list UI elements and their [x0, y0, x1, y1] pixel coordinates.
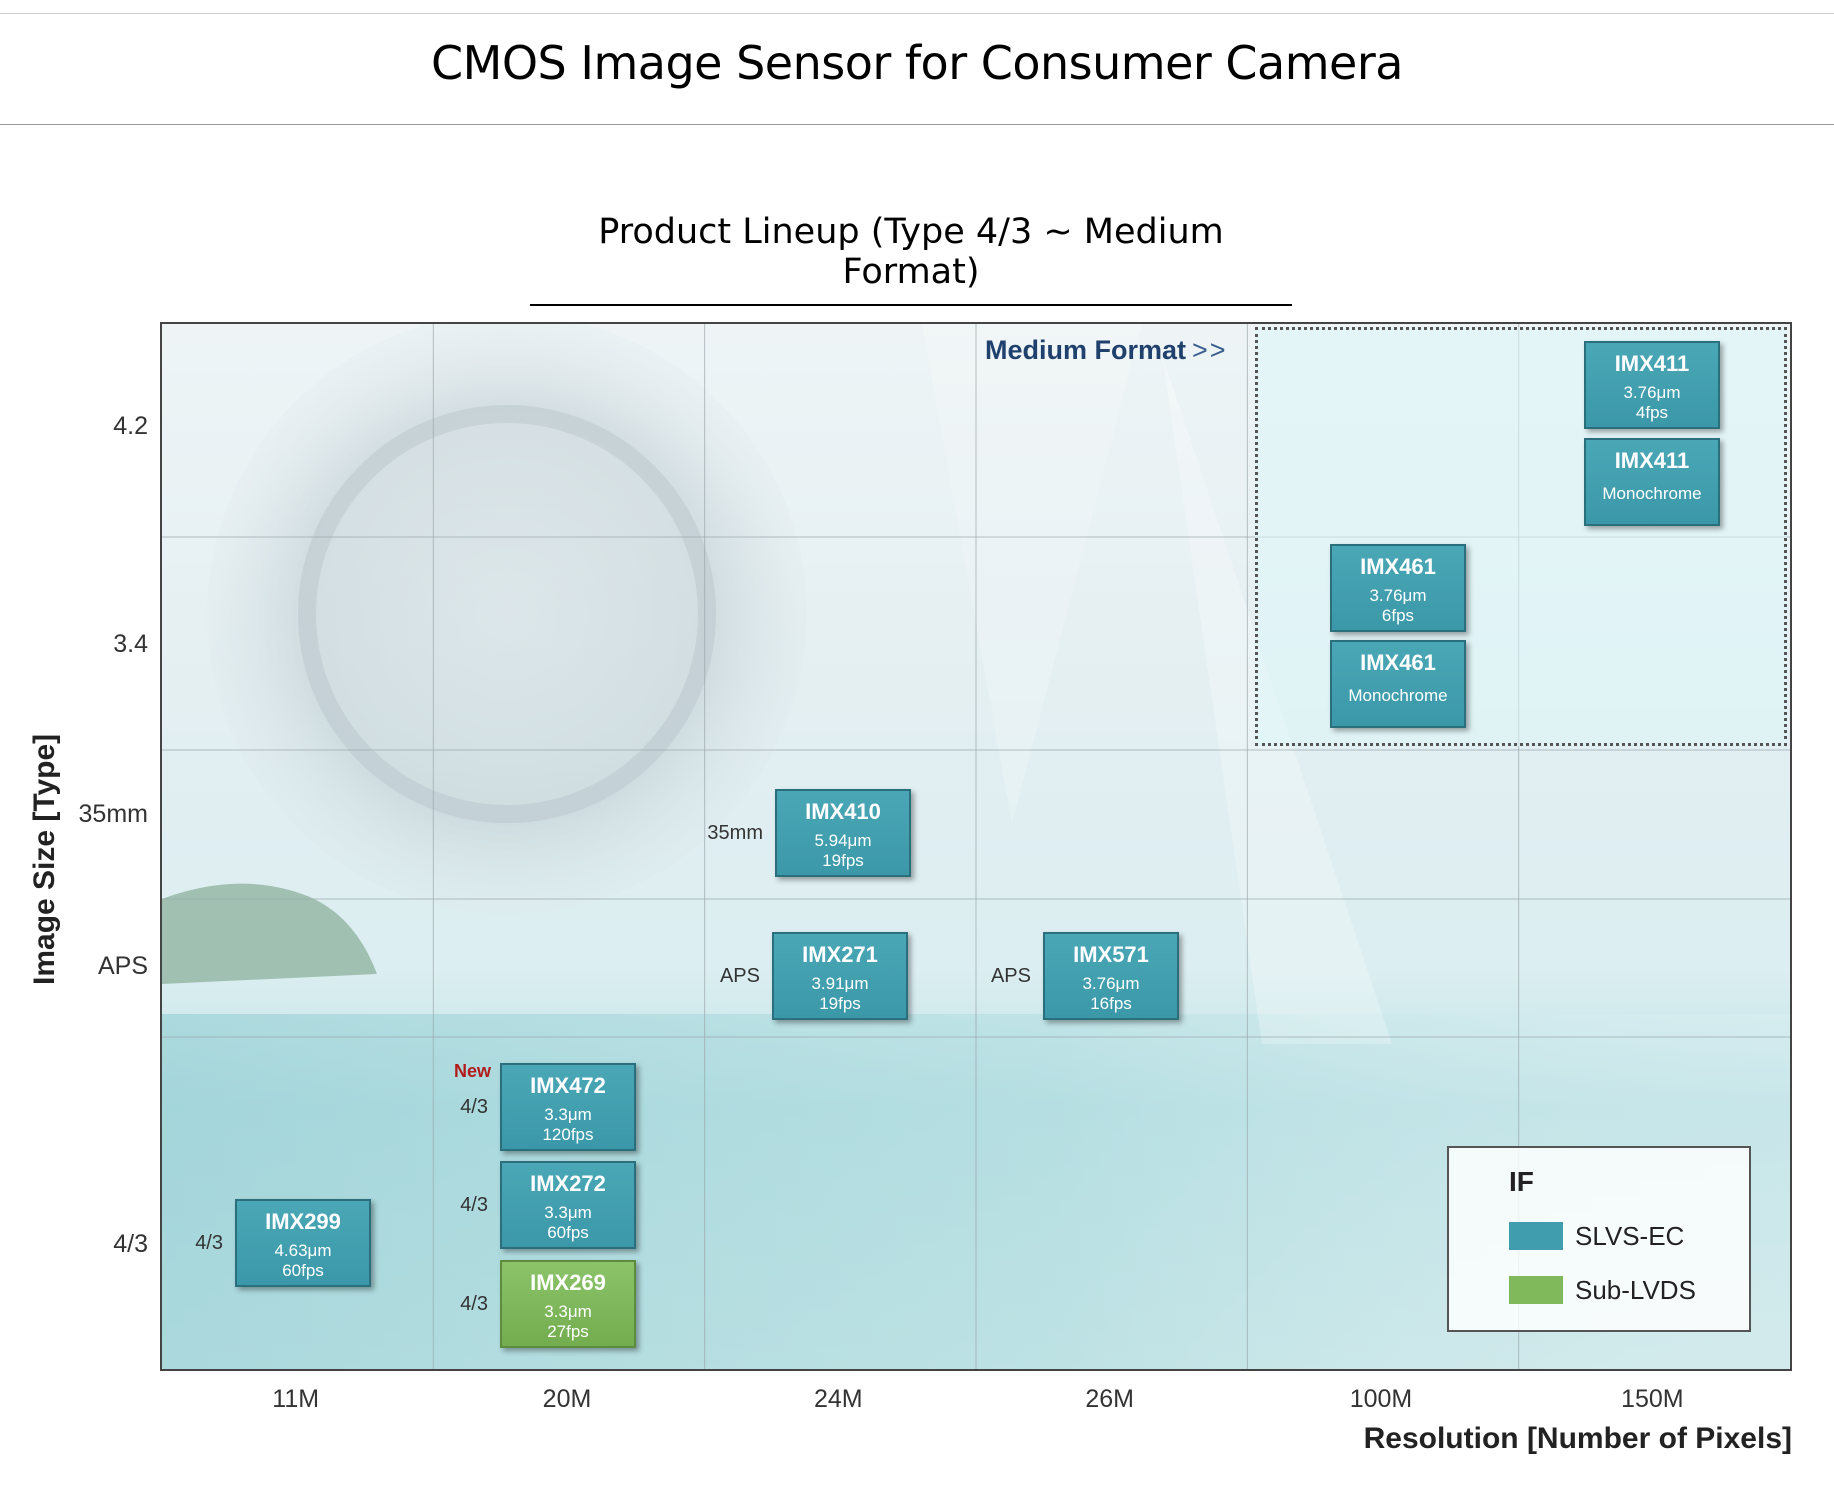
header-divider — [0, 124, 1834, 125]
legend-label-sub-lvds: Sub-LVDS — [1575, 1275, 1696, 1305]
product-chip-imx271: IMX271 3.91μm 19fps — [772, 932, 908, 1020]
product-spec: 3.3μm — [544, 1302, 592, 1321]
product-spec: 3.76μm — [1082, 974, 1140, 993]
page-title: CMOS Image Sensor for Consumer Camera — [431, 36, 1403, 90]
product-name: IMX271 — [802, 942, 878, 967]
product-framerate: 19fps — [819, 994, 861, 1013]
y-tick-label: 3.4 — [113, 630, 148, 658]
x-tick-label: 100M — [1349, 1385, 1413, 1413]
product-name: IMX461 — [1360, 554, 1436, 579]
y-tick-label: APS — [97, 952, 148, 980]
product-framerate: 120fps — [542, 1125, 594, 1144]
product-name: IMX411 — [1614, 351, 1690, 376]
product-size-label: APS — [990, 965, 1031, 987]
y-axis-label: Image Size [Type] — [28, 733, 61, 985]
y-tick-label: 4/3 — [113, 1230, 148, 1258]
product-size-label: 35mm — [707, 822, 763, 844]
product-spec: Monochrome — [1602, 484, 1702, 503]
medium-format-text: Medium Format — [985, 335, 1187, 365]
light-ray-shape-2 — [922, 324, 1142, 824]
product-name: IMX472 — [530, 1073, 606, 1098]
product-size-label: 4/3 — [460, 1194, 488, 1216]
product-chip-imx411: IMX411 3.76μm 4fps — [1584, 341, 1720, 429]
product-framerate: 4fps — [1635, 403, 1669, 422]
product-size-label: APS — [719, 965, 760, 987]
top-rule — [0, 13, 1834, 14]
product-spec: 3.3μm — [544, 1105, 592, 1124]
product-chip-imx411: IMX411 Monochrome — [1584, 438, 1720, 526]
legend-title: IF — [1509, 1166, 1534, 1197]
product-spec: 3.3μm — [544, 1203, 592, 1222]
product-chip-imx461: IMX461 3.76μm 6fps — [1330, 544, 1466, 632]
product-chip-imx571: IMX571 3.76μm 16fps — [1043, 932, 1179, 1020]
product-name: IMX411 — [1614, 448, 1690, 473]
product-size-label: 4/3 — [460, 1096, 488, 1118]
x-tick-label: 26M — [1085, 1385, 1134, 1413]
product-chip-imx269: IMX269 3.3μm 27fps — [500, 1260, 636, 1348]
product-framerate: 6fps — [1381, 606, 1415, 625]
product-framerate: 60fps — [547, 1223, 589, 1242]
product-chip-imx410: IMX410 5.94μm 19fps — [775, 789, 911, 877]
product-name: IMX272 — [530, 1171, 606, 1196]
legend-label-slvs-ec: SLVS-EC — [1575, 1221, 1685, 1251]
product-framerate: 19fps — [822, 851, 864, 870]
product-spec: 3.76μm — [1623, 383, 1681, 402]
product-chip-imx472: IMX472 3.3μm 120fps — [500, 1063, 636, 1151]
x-axis-label: Resolution [Number of Pixels] — [1363, 1422, 1792, 1455]
product-name: IMX461 — [1360, 650, 1436, 675]
product-chip-imx272: IMX272 3.3μm 60fps — [500, 1161, 636, 1249]
product-spec: Monochrome — [1348, 686, 1448, 705]
product-name: IMX571 — [1073, 942, 1149, 967]
new-badge: New — [454, 1061, 492, 1081]
product-spec: 3.91μm — [811, 974, 869, 993]
product-spec: 5.94μm — [814, 831, 872, 850]
product-framerate: 60fps — [282, 1261, 324, 1280]
x-tick-label: 11M — [272, 1385, 320, 1413]
plot-background — [162, 324, 1790, 1369]
product-framerate: 27fps — [547, 1322, 589, 1341]
product-name: IMX299 — [265, 1209, 341, 1234]
product-chip-imx299: IMX299 4.63μm 60fps — [235, 1199, 371, 1287]
product-name: IMX269 — [530, 1270, 606, 1295]
product-spec: 4.63μm — [274, 1241, 332, 1260]
chart-subtitle: Product Lineup (Type 4/3 ~ Medium Format… — [530, 212, 1292, 306]
legend: IF SLVS-EC Sub-LVDS — [1447, 1146, 1751, 1332]
medium-format-label: Medium Format >> — [985, 335, 1228, 366]
product-name: IMX410 — [805, 799, 881, 824]
x-tick-label: 150M — [1621, 1385, 1684, 1413]
medium-format-arrow: >> — [1192, 335, 1228, 365]
legend-swatch-sub-lvds — [1509, 1276, 1563, 1304]
lens-inner-shape — [298, 405, 716, 823]
x-tick-label: 20M — [542, 1385, 592, 1413]
lens-shape — [207, 324, 807, 914]
product-spec: 3.76μm — [1369, 586, 1427, 605]
x-tick-label: 24M — [814, 1385, 863, 1413]
product-size-label: 4/3 — [195, 1232, 223, 1254]
y-tick-label: 4.2 — [113, 412, 148, 440]
legend-swatch-slvs-ec — [1509, 1222, 1563, 1250]
product-framerate: 16fps — [1090, 994, 1132, 1013]
product-chip-imx461: IMX461 Monochrome — [1330, 640, 1466, 728]
y-tick-label: 35mm — [78, 800, 148, 828]
product-size-label: 4/3 — [460, 1293, 488, 1315]
island-shape — [162, 883, 377, 984]
